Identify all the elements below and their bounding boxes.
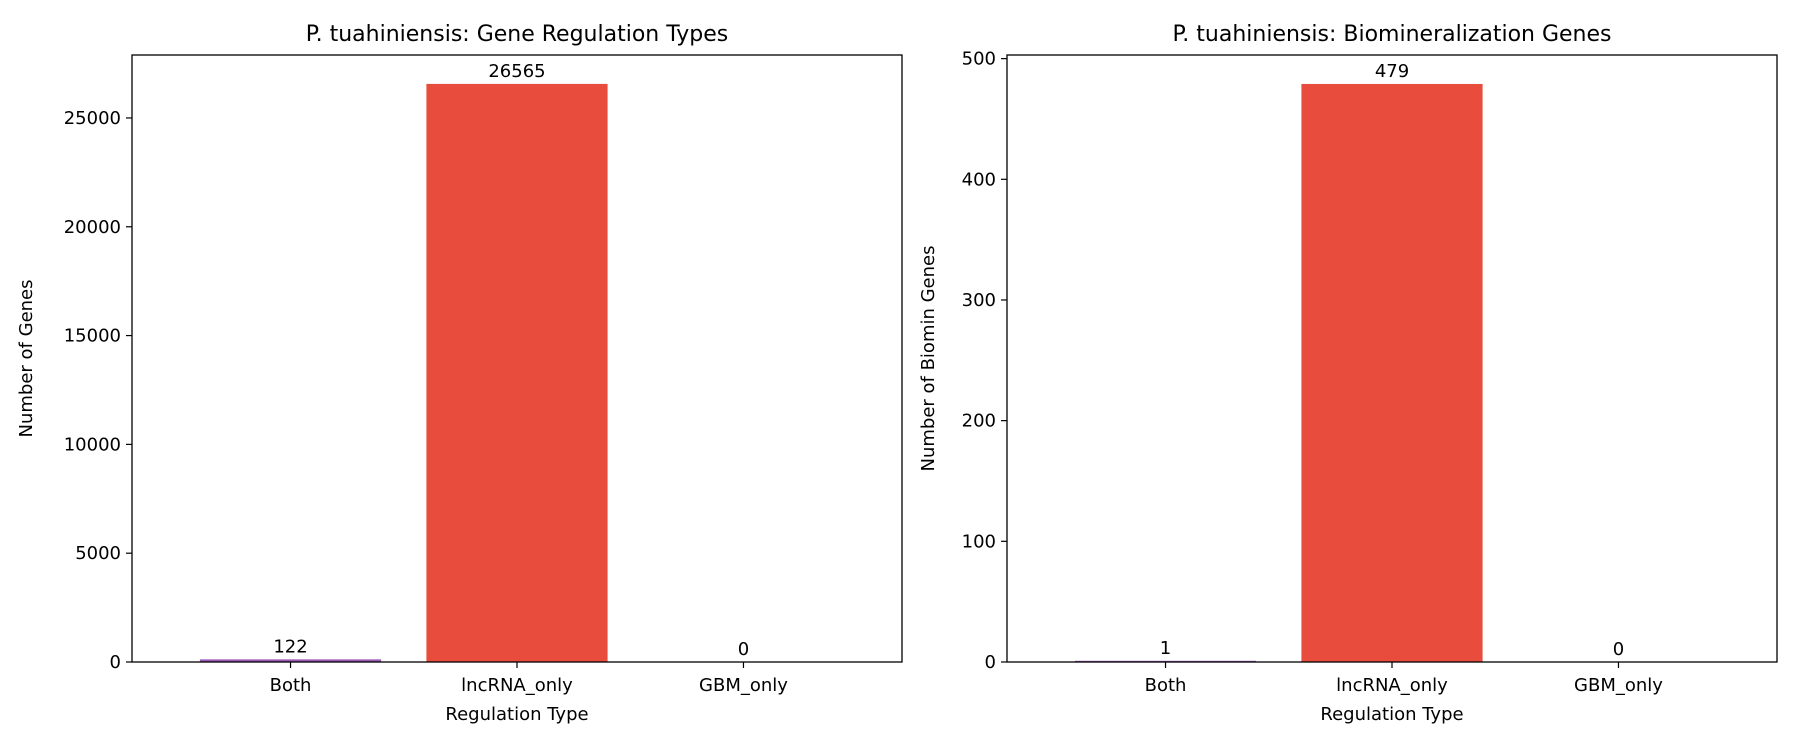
- x-tick-label: Both: [1145, 675, 1187, 696]
- x-tick-label: Both: [270, 675, 312, 696]
- x-tick-label: lncRNA_only: [1336, 675, 1448, 696]
- chart-title: P. tuahiniensis: Gene Regulation Types: [306, 22, 728, 47]
- data-label: 0: [738, 639, 749, 660]
- chart-title: P. tuahiniensis: Biomineralization Genes: [1172, 22, 1611, 47]
- bar-lncrna-only: [1301, 83, 1483, 663]
- y-axis-label: Number of Genes: [16, 280, 37, 438]
- y-tick-label: 5000: [75, 543, 121, 564]
- data-label: 1: [1160, 638, 1171, 659]
- x-axis-label: Regulation Type: [1320, 704, 1463, 725]
- y-tick-label: 25000: [64, 108, 121, 129]
- x-tick-label: lncRNA_only: [461, 675, 573, 696]
- y-tick-label: 20000: [64, 217, 121, 238]
- y-tick-label: 100: [962, 531, 996, 552]
- y-tick-label: 10000: [64, 434, 121, 455]
- y-tick-label: 200: [962, 411, 996, 432]
- x-axis-label: Regulation Type: [445, 704, 588, 725]
- y-tick-label: 300: [962, 290, 996, 311]
- data-label: 0: [1613, 639, 1624, 660]
- chart-panel-2: 1 479 0 0 100 200 300 400 500 Both lncRNA_only GBM_…: [918, 22, 1778, 725]
- data-label: 479: [1375, 61, 1409, 82]
- y-tick-label: 15000: [64, 326, 121, 347]
- y-axis-label: Number of Biomin Genes: [918, 245, 939, 471]
- bar-lncrna-only: [426, 83, 608, 662]
- data-label: 122: [273, 636, 307, 657]
- y-tick-label: 400: [962, 169, 996, 190]
- y-tick-label: 0: [985, 652, 996, 673]
- chart-panel-1: 122 26565 0 0 5000 10000 15000 20000 25000 Both ln…: [16, 22, 903, 725]
- data-label: 26565: [488, 61, 545, 82]
- bar-both: [199, 659, 382, 662]
- y-tick-label: 500: [962, 49, 996, 70]
- x-tick-label: GBM_only: [1574, 675, 1663, 696]
- x-tick-label: GBM_only: [699, 675, 788, 696]
- y-tick-label: 0: [110, 652, 121, 673]
